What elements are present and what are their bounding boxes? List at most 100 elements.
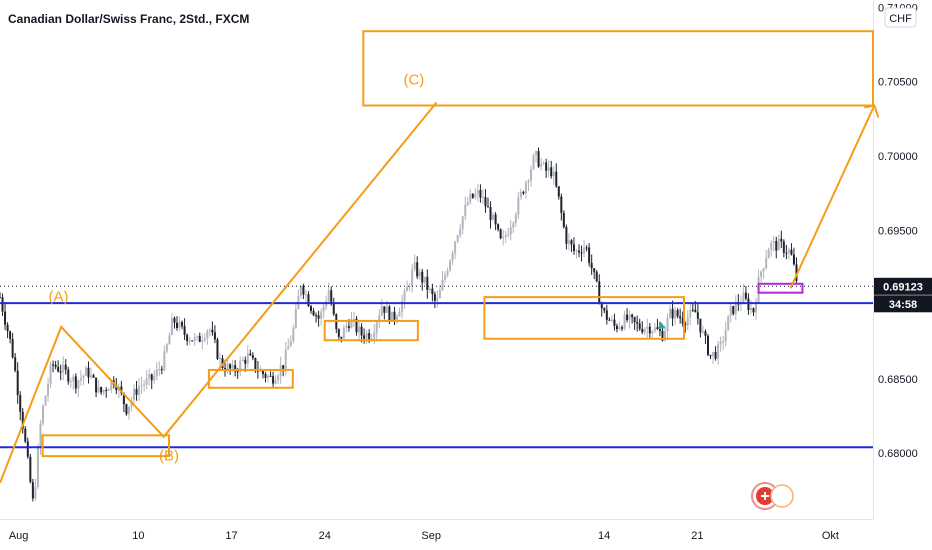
candle <box>476 183 479 202</box>
candle <box>64 359 67 375</box>
candle <box>595 270 598 283</box>
candle <box>411 264 414 293</box>
candle <box>770 240 773 257</box>
candle <box>299 284 302 299</box>
candle <box>570 239 573 253</box>
candle <box>717 340 720 366</box>
candle <box>59 364 62 381</box>
candle <box>208 327 211 337</box>
candle <box>444 271 447 284</box>
time-tick-label: 24 <box>319 530 331 542</box>
candle <box>727 315 730 331</box>
candle <box>722 336 725 351</box>
candle <box>529 165 532 187</box>
candle <box>24 426 27 444</box>
candle <box>322 304 325 319</box>
candle <box>562 210 565 229</box>
candle <box>327 282 330 303</box>
candle <box>31 478 34 502</box>
candle <box>456 234 459 244</box>
wave-label: (C) <box>403 72 424 89</box>
candle <box>201 333 204 350</box>
candle <box>155 362 158 381</box>
time-tick-label: Sep <box>421 530 441 542</box>
candle <box>272 371 275 388</box>
candle <box>583 240 586 258</box>
candle <box>782 239 785 258</box>
candle <box>504 230 507 243</box>
candle <box>537 147 540 168</box>
candle <box>57 360 60 373</box>
candle <box>304 289 307 303</box>
candle <box>84 365 87 376</box>
candle <box>47 377 50 402</box>
candle <box>378 309 381 329</box>
candle <box>173 316 176 329</box>
zone-box[interactable] <box>483 296 686 340</box>
candle <box>1 293 4 317</box>
candle <box>312 307 315 317</box>
candle <box>454 240 457 259</box>
candle <box>732 305 735 316</box>
candle <box>406 280 409 292</box>
candle <box>481 188 484 204</box>
price-axis[interactable]: 0.710000.705000.700000.695000.690000.685… <box>878 2 918 460</box>
candle <box>547 160 550 177</box>
candle <box>666 313 669 340</box>
time-axis[interactable]: Aug 10 17 24 Sep 14 21 Okt <box>9 530 839 542</box>
zone-box[interactable] <box>323 319 419 342</box>
candle <box>719 336 722 352</box>
candle <box>416 256 419 280</box>
candle <box>375 320 378 342</box>
candle <box>14 352 17 373</box>
current-price-marker: 0.69123 <box>0 277 932 295</box>
candle <box>158 361 161 376</box>
candle <box>234 360 237 377</box>
zone-box[interactable] <box>207 368 294 389</box>
candle <box>618 321 621 331</box>
candle <box>221 354 224 371</box>
events-badge-icon[interactable] <box>751 482 794 510</box>
candle <box>572 237 575 255</box>
candle <box>95 377 98 398</box>
candle <box>143 380 146 392</box>
candle <box>691 302 694 312</box>
wave-line[interactable] <box>0 101 438 484</box>
candle <box>317 310 320 327</box>
candle <box>100 386 103 395</box>
candle <box>183 318 186 340</box>
currency-button[interactable]: CHF <box>884 7 917 28</box>
price-tick-label: 0.69500 <box>878 225 918 237</box>
candle <box>168 332 171 345</box>
time-tick-label: 14 <box>598 530 610 542</box>
candle <box>332 297 335 316</box>
zone-box[interactable] <box>362 30 874 107</box>
zone-box[interactable] <box>41 434 171 458</box>
candle <box>459 223 462 238</box>
candle <box>302 283 305 300</box>
current-price-box <box>874 277 932 295</box>
candle <box>41 404 44 426</box>
candle <box>423 276 426 286</box>
wave-line[interactable] <box>789 105 876 289</box>
candle <box>408 283 411 292</box>
candle <box>269 371 272 377</box>
candle <box>780 230 783 249</box>
price-tick-label: 0.68000 <box>878 448 918 460</box>
highlight-box[interactable] <box>757 282 804 294</box>
candle <box>277 373 280 385</box>
candle <box>540 157 543 171</box>
candle <box>499 228 502 240</box>
candle <box>729 303 732 323</box>
plot-background <box>0 0 873 520</box>
candle <box>352 311 355 328</box>
candle <box>29 453 32 484</box>
candle <box>522 190 525 195</box>
candle <box>125 403 128 416</box>
candle <box>9 330 12 344</box>
candle <box>191 340 194 342</box>
candle <box>658 321 661 337</box>
candle <box>36 443 39 490</box>
